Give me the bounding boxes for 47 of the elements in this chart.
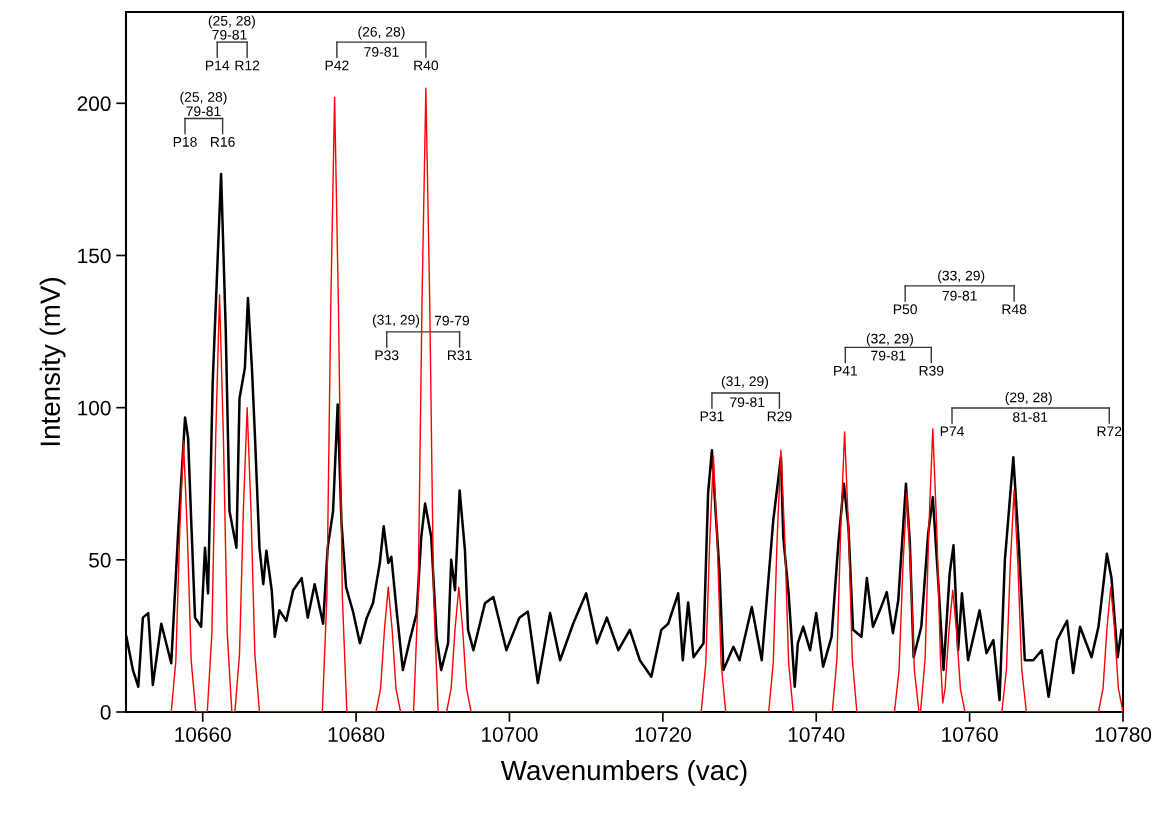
annotation: P14 [206,60,230,71]
annotation: R31 [448,350,472,361]
x-tick-label: 10700 [482,727,538,742]
y-tick-label: 0 [100,705,111,720]
annotation: 81-81 [1013,412,1048,423]
y-tick-label: 200 [77,96,111,112]
y-tick-label: 100 [78,400,111,416]
annotation: R16 [211,136,235,147]
annotation: (31, 29) [372,314,420,328]
annotation: P41 [834,365,858,376]
x-tick-label: 10740 [788,727,845,742]
annotation: 79-81 [364,46,399,57]
annotation: P33 [375,350,399,361]
x-axis-title: Wavenumbers (vac) [500,759,747,786]
x-tick-label: 10720 [635,727,691,742]
x-tick-label: 10780 [1095,727,1152,742]
annotation: P31 [700,411,724,422]
annotation: 79-81 [730,397,765,408]
annotation: P42 [325,60,349,71]
annotation: R48 [1002,304,1027,315]
annotation: (29, 28) [1005,392,1052,406]
annotation: R39 [919,365,944,376]
annotation: P74 [940,426,964,437]
annotation: (33, 29) [938,270,985,284]
annotation: 79-81 [942,290,977,301]
x-tick-label: 10680 [328,727,385,742]
line-series [170,87,1123,712]
x-tick-label: 10660 [175,727,231,742]
annotation: 79-81 [212,29,247,40]
annotation: P18 [173,136,197,147]
annotation: 79-79 [434,315,470,326]
annotation: R40 [414,60,439,71]
annotation: (32, 29) [866,333,913,347]
annotation: 79-81 [186,106,221,117]
annotation: P50 [893,304,917,315]
annotation: 79-81 [871,350,906,361]
y-axis-title: Intensity (mV) [39,278,66,446]
annotation: (31, 29) [721,375,769,389]
y-tick-label: 150 [78,248,111,264]
annotation: R72 [1097,426,1122,437]
y-tick-label: 50 [89,552,111,568]
x-tick-label: 10760 [942,727,998,742]
annotation: (25, 28) [180,91,227,105]
annotation: (26, 28) [358,26,405,40]
annotation: R12 [235,60,260,71]
annotation: (25, 28) [208,15,255,29]
annotation: R29 [767,411,792,422]
